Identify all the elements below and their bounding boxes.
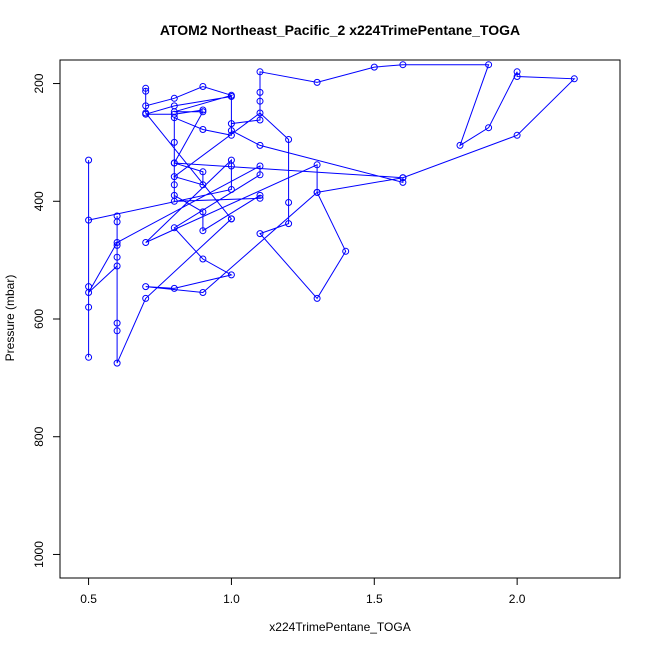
data-point bbox=[113, 253, 121, 261]
data-point bbox=[256, 141, 264, 149]
data-point bbox=[256, 230, 264, 238]
data-point bbox=[170, 224, 178, 232]
data-point bbox=[142, 239, 150, 246]
x-axis: 0.5 1.0 1.5 2.0 bbox=[80, 577, 526, 606]
data-point bbox=[113, 241, 121, 249]
data-point bbox=[227, 186, 235, 193]
y-tick-label: 600 bbox=[32, 309, 46, 329]
data-point bbox=[285, 220, 293, 228]
y-tick-label: 1000 bbox=[32, 541, 46, 568]
data-point bbox=[170, 102, 178, 110]
data-point bbox=[256, 162, 264, 170]
x-tick-label: 1.5 bbox=[366, 592, 383, 606]
plot-area bbox=[85, 61, 578, 367]
data-point bbox=[227, 215, 235, 223]
data-point bbox=[199, 168, 207, 176]
data-point bbox=[256, 191, 264, 199]
data-point bbox=[85, 353, 93, 361]
data-point bbox=[313, 294, 321, 302]
data-point bbox=[227, 93, 235, 100]
data-point bbox=[142, 84, 150, 92]
data-point bbox=[342, 247, 350, 255]
y-axis-label: Pressure (mbar) bbox=[3, 275, 17, 362]
x-tick-label: 2.0 bbox=[509, 592, 526, 606]
data-point bbox=[485, 124, 493, 132]
data-point bbox=[570, 75, 578, 83]
data-point bbox=[199, 227, 207, 235]
data-point bbox=[170, 197, 178, 205]
data-point bbox=[170, 94, 178, 102]
data-point bbox=[256, 171, 264, 179]
data-point bbox=[399, 174, 407, 182]
data-point bbox=[256, 88, 264, 96]
data-point bbox=[113, 359, 121, 367]
data-point bbox=[170, 110, 178, 118]
data-point bbox=[142, 294, 150, 302]
data-point bbox=[170, 138, 178, 146]
data-point bbox=[227, 120, 235, 128]
data-point bbox=[85, 289, 93, 296]
y-tick-label: 800 bbox=[32, 426, 46, 446]
data-point bbox=[227, 131, 235, 139]
data-point bbox=[513, 73, 521, 80]
data-point bbox=[142, 102, 150, 110]
data-point bbox=[256, 68, 264, 76]
data-point bbox=[113, 212, 121, 220]
data-point bbox=[256, 116, 264, 124]
data-point bbox=[199, 126, 207, 133]
y-tick-label: 400 bbox=[32, 191, 46, 211]
data-point bbox=[227, 271, 235, 279]
data-point bbox=[170, 114, 178, 122]
data-point bbox=[199, 255, 207, 263]
data-point bbox=[256, 97, 264, 105]
data-point bbox=[199, 83, 207, 90]
data-point bbox=[170, 284, 178, 292]
data-point bbox=[513, 68, 521, 76]
data-point bbox=[285, 199, 293, 206]
data-point bbox=[85, 216, 93, 224]
data-point bbox=[313, 78, 321, 86]
x-axis-label: x224TrimePentane_TOGA bbox=[269, 620, 410, 634]
data-point bbox=[170, 173, 178, 181]
data-point bbox=[285, 136, 293, 143]
data-point bbox=[370, 63, 378, 71]
y-axis: 200 400 600 800 1000 bbox=[32, 73, 61, 568]
data-point bbox=[313, 188, 321, 196]
data-point bbox=[170, 181, 178, 189]
data-point bbox=[142, 87, 150, 95]
data-point bbox=[85, 156, 93, 164]
data-point bbox=[227, 156, 235, 164]
data-point bbox=[256, 109, 264, 117]
data-point bbox=[313, 161, 321, 169]
x-tick-label: 0.5 bbox=[80, 592, 97, 606]
chart-title: ATOM2 Northeast_Pacific_2 x224TrimePenta… bbox=[160, 22, 520, 38]
data-point bbox=[113, 262, 121, 270]
data-point bbox=[199, 289, 207, 296]
data-point bbox=[113, 327, 121, 335]
data-point bbox=[170, 159, 178, 167]
data-point bbox=[399, 61, 407, 69]
data-point bbox=[485, 61, 493, 69]
y-tick-label: 200 bbox=[32, 73, 46, 93]
data-point bbox=[199, 208, 207, 216]
data-point bbox=[199, 181, 207, 189]
series-line bbox=[88, 64, 576, 364]
data-point bbox=[399, 178, 407, 186]
data-point bbox=[113, 239, 121, 246]
data-point bbox=[142, 283, 150, 291]
data-point bbox=[85, 303, 93, 311]
data-point bbox=[513, 131, 521, 139]
data-point bbox=[256, 194, 264, 202]
data-point bbox=[227, 127, 235, 135]
x-tick-label: 1.0 bbox=[223, 592, 240, 606]
data-point bbox=[142, 110, 150, 118]
data-point bbox=[456, 141, 464, 149]
data-point bbox=[199, 106, 207, 114]
data-point bbox=[113, 319, 121, 327]
